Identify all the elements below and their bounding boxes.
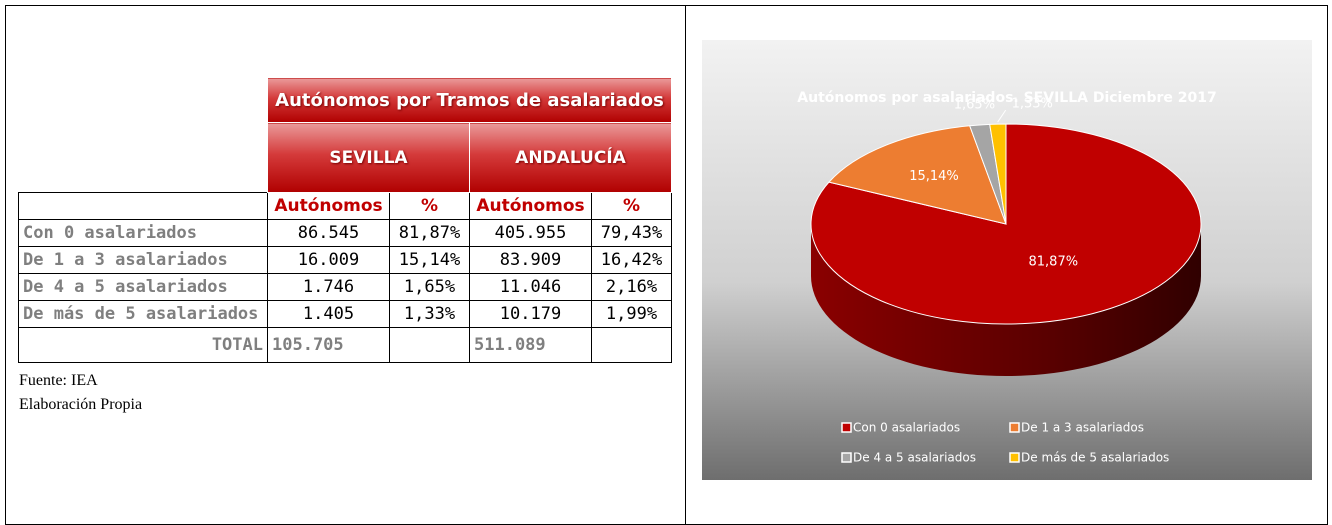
legend-swatch <box>841 422 852 433</box>
pie-slice <box>989 123 1007 225</box>
legend-label: Con 0 asalariados <box>853 421 960 435</box>
table-cell: 81,87% <box>389 219 470 247</box>
legend-label: De 4 a 5 asalariados <box>853 451 976 465</box>
slice-side <box>811 224 1201 376</box>
row-label: De 4 a 5 asalariados <box>18 273 268 301</box>
data-label: 15,14% <box>909 169 959 184</box>
column-header: % <box>591 192 672 220</box>
data-label: 81,87% <box>1029 254 1079 269</box>
total-cell: 105.705 <box>267 327 390 363</box>
total-cell: 511.089 <box>469 327 592 363</box>
table-cell: 1.405 <box>267 300 390 328</box>
note: Elaboración Propia <box>19 396 143 413</box>
table-cell: 1,33% <box>389 300 470 328</box>
total-label: TOTAL <box>18 327 268 363</box>
data-table: Autónomos por Tramos de asalariados SEVI… <box>18 77 672 363</box>
table-cell: 11.046 <box>469 273 592 301</box>
legend-swatch <box>841 452 852 463</box>
column-header: Autónomos <box>267 192 390 220</box>
table-cell: 2,16% <box>591 273 672 301</box>
table-title: Autónomos por Tramos de asalariados <box>267 77 672 123</box>
chart-title: Autónomos por asalariados. SEVILLA Dicie… <box>797 90 1216 106</box>
data-label: 1,65% <box>954 98 995 113</box>
row-label: Con 0 asalariados <box>18 219 268 247</box>
table-cell: 15,14% <box>389 246 470 274</box>
table-cell: 83.909 <box>469 246 592 274</box>
table-cell: 16,42% <box>591 246 672 274</box>
table-cell: 10.179 <box>469 300 592 328</box>
note: Fuente: IEA <box>19 372 98 389</box>
table-cell: 1,65% <box>389 273 470 301</box>
legend-swatch <box>1009 452 1020 463</box>
pie-slice <box>827 125 1007 225</box>
legend-label: De más de 5 asalariados <box>1021 451 1169 465</box>
data-label: 1,33% <box>1012 97 1053 112</box>
table-cell: 1.746 <box>267 273 390 301</box>
group-header: SEVILLA <box>267 122 470 193</box>
legend-swatch <box>1009 422 1020 433</box>
legend-label: De 1 a 3 asalariados <box>1021 421 1144 435</box>
leader-line <box>997 109 1007 123</box>
empty-cell <box>591 327 672 363</box>
